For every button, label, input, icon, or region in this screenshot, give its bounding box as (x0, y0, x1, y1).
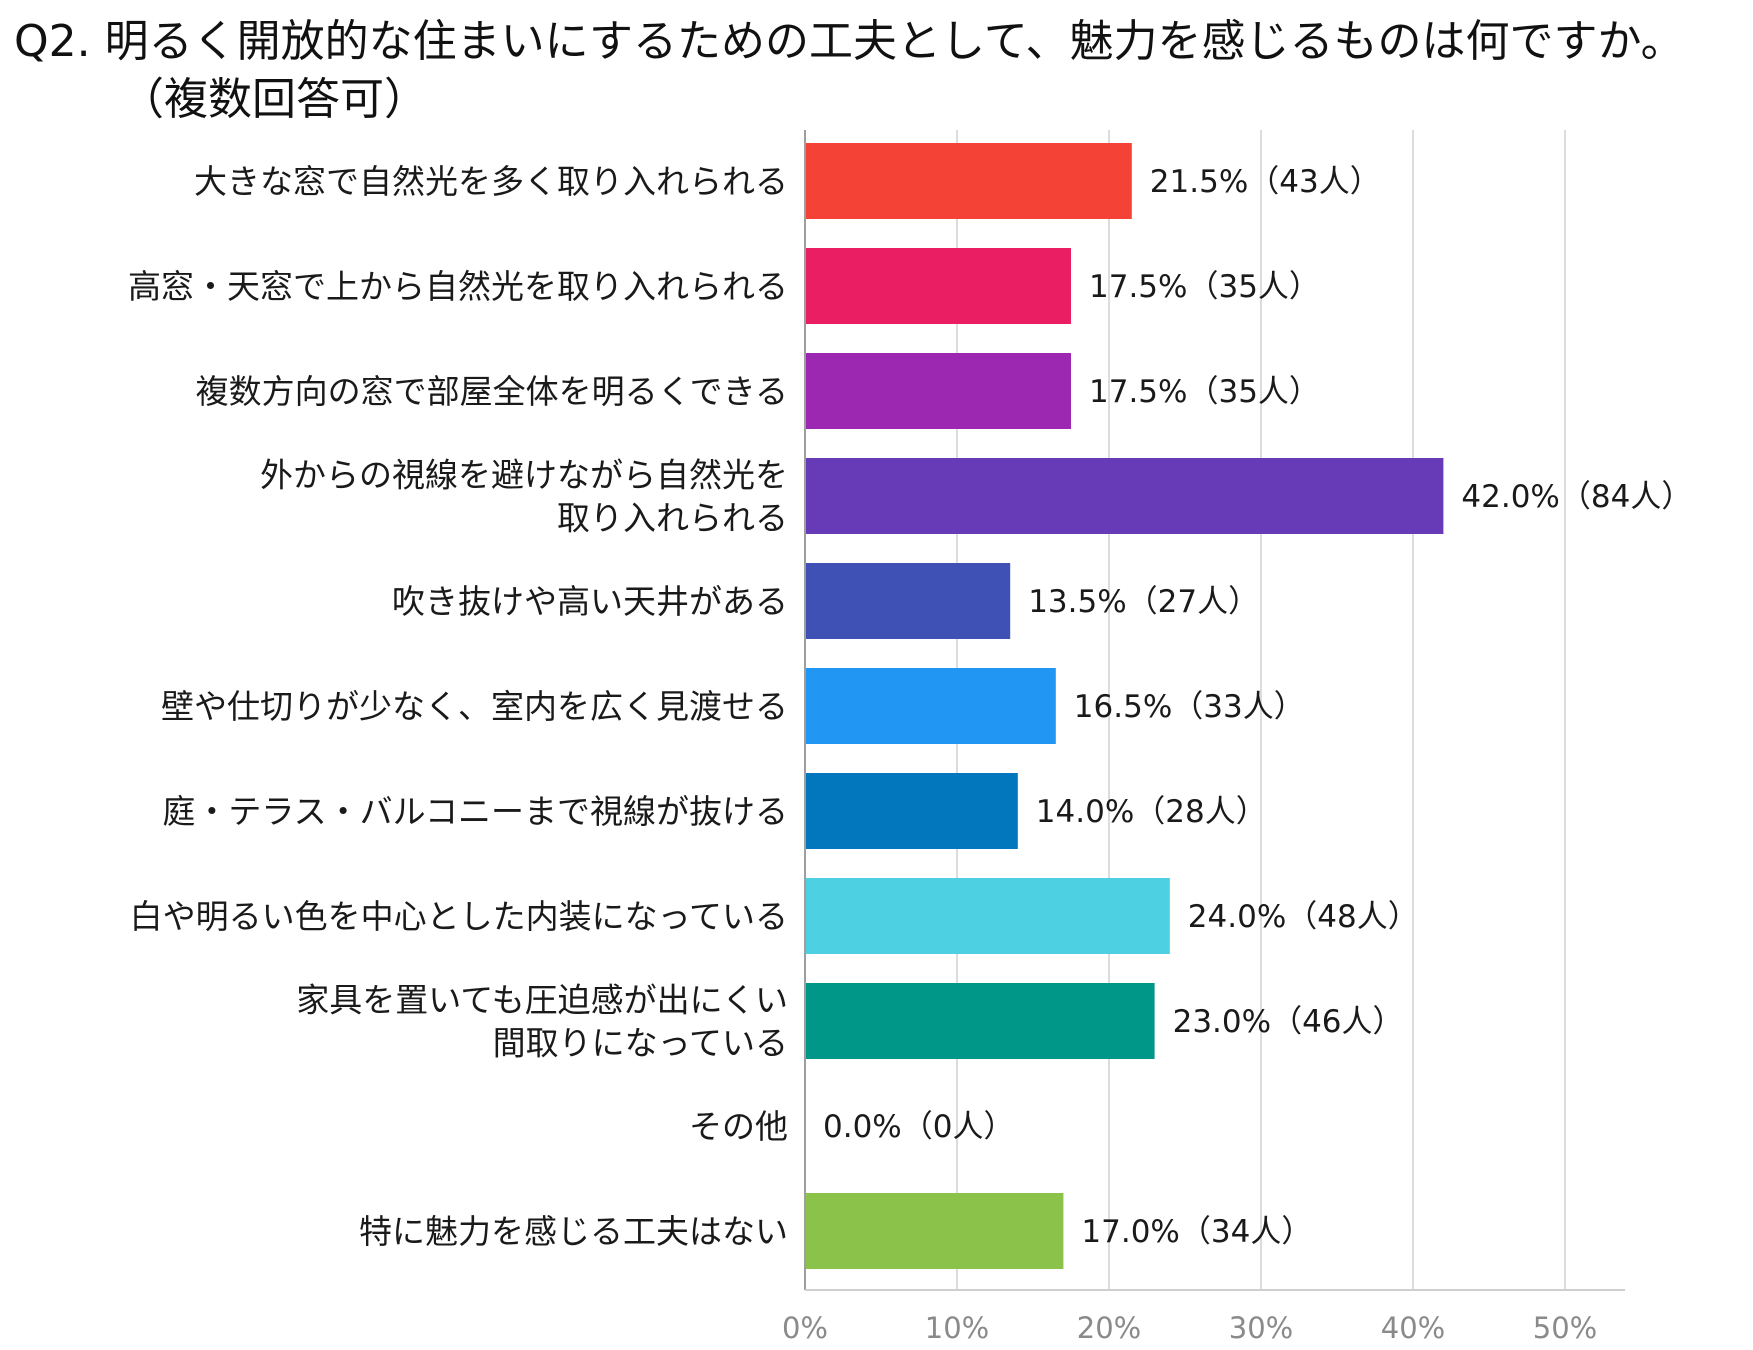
bar (806, 773, 1018, 849)
data-label: 17.0%（34人） (1081, 1214, 1312, 1250)
category-label: 吹き抜けや高い天井がある (392, 582, 788, 621)
category-label: 庭・テラス・バルコニーまで視線が抜ける (162, 792, 788, 831)
bar (806, 668, 1056, 744)
category-label: 外からの視線を避けながら自然光を (260, 456, 788, 495)
tick-label: 10% (925, 1311, 989, 1345)
bar (806, 878, 1170, 954)
category-label: 複数方向の窓で部屋全体を明るくできる (196, 372, 788, 411)
data-label: 14.0%（28人） (1036, 794, 1267, 830)
category-label: 大きな窓で自然光を多く取り入れられる (194, 162, 788, 201)
data-label: 17.5%（35人） (1089, 374, 1320, 410)
tick-label: 50% (1533, 1311, 1597, 1345)
category-label: 白や明るい色を中心とした内装になっている (130, 897, 788, 936)
bar (806, 143, 1132, 219)
bar (806, 563, 1011, 639)
tick-label: 40% (1381, 1311, 1445, 1345)
bar (806, 1193, 1064, 1269)
bars (806, 143, 1444, 1269)
bar (806, 458, 1444, 534)
x-axis-ticks: 0% 10% 20% 30% 40% 50% (782, 1311, 1597, 1345)
bar (806, 248, 1071, 324)
data-label: 0.0%（0人） (823, 1109, 1014, 1145)
category-label: 間取りになっている (493, 1024, 788, 1063)
category-label: 高窓・天窓で上から自然光を取り入れられる (128, 267, 788, 306)
tick-label: 20% (1077, 1311, 1141, 1345)
category-label: 特に魅力を感じる工夫はない (359, 1212, 788, 1251)
value-labels: 21.5%（43人） 17.5%（35人） 17.5%（35人） 42.0%（84人）… (823, 164, 1692, 1250)
category-label: その他 (689, 1107, 788, 1146)
bar (806, 353, 1071, 429)
chart-title: Q2. 明るく開放的な住まいにするための工夫として、魅力を感じるものは何ですか。 (14, 16, 1685, 67)
data-label: 17.5%（35人） (1089, 269, 1320, 305)
data-label: 13.5%（27人） (1028, 584, 1259, 620)
category-labels: 大きな窓で自然光を多く取り入れられる高窓・天窓で上から自然光を取り入れられる複数… (128, 162, 788, 1251)
data-label: 42.0%（84人） (1461, 479, 1692, 515)
tick-label: 0% (782, 1311, 828, 1345)
category-label: 家具を置いても圧迫感が出にくい (296, 981, 788, 1020)
data-label: 16.5%（33人） (1074, 689, 1305, 725)
data-label: 23.0%（46人） (1173, 1004, 1404, 1040)
data-label: 24.0%（48人） (1188, 899, 1419, 935)
chart-subtitle: （複数回答可） (120, 74, 428, 125)
bar (806, 983, 1155, 1059)
data-label: 21.5%（43人） (1150, 164, 1381, 200)
category-label: 壁や仕切りが少なく、室内を広く見渡せる (161, 687, 788, 726)
axes (804, 130, 1625, 1291)
tick-label: 30% (1229, 1311, 1293, 1345)
category-label: 取り入れられる (557, 499, 788, 538)
